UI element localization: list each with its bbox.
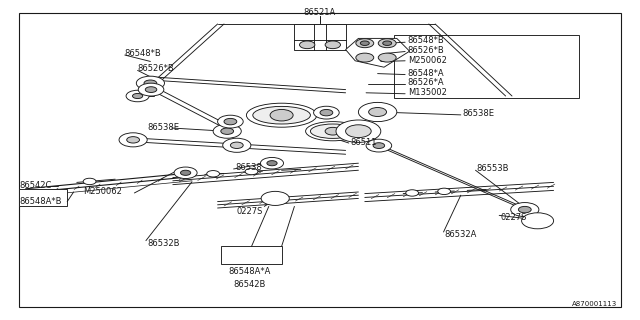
Circle shape [261, 191, 289, 205]
Text: M250062: M250062 [83, 188, 122, 196]
Circle shape [221, 128, 234, 134]
Bar [221, 246, 282, 264]
Text: M135002: M135002 [408, 88, 447, 97]
Circle shape [132, 93, 143, 99]
Circle shape [369, 108, 387, 116]
Circle shape [218, 115, 243, 128]
Circle shape [383, 41, 392, 45]
Circle shape [406, 190, 419, 196]
Text: M250062: M250062 [408, 56, 447, 65]
Circle shape [511, 203, 539, 217]
Ellipse shape [246, 103, 317, 127]
Text: 86526*B: 86526*B [408, 46, 444, 55]
Text: 86526*B: 86526*B [138, 64, 174, 73]
Circle shape [373, 143, 385, 148]
Circle shape [127, 137, 140, 143]
Text: 86553B: 86553B [477, 164, 509, 173]
Text: 86548*A: 86548*A [408, 69, 444, 78]
Circle shape [144, 80, 157, 86]
Text: 86538: 86538 [236, 163, 262, 172]
Circle shape [438, 188, 451, 195]
Ellipse shape [310, 124, 355, 138]
Bar [294, 24, 346, 50]
Text: 86532B: 86532B [147, 239, 180, 248]
Polygon shape [346, 38, 410, 67]
Text: 86521A: 86521A [304, 8, 336, 17]
Circle shape [356, 53, 374, 62]
Circle shape [325, 127, 340, 135]
Circle shape [180, 170, 191, 175]
Circle shape [260, 157, 284, 169]
Text: 86538E: 86538E [462, 109, 494, 118]
Circle shape [336, 120, 381, 142]
Circle shape [320, 109, 333, 116]
Text: 86548*B: 86548*B [408, 36, 444, 45]
Circle shape [358, 102, 397, 122]
Text: 86548A*B: 86548A*B [19, 197, 61, 206]
Circle shape [378, 39, 396, 48]
Circle shape [314, 106, 339, 119]
Circle shape [366, 139, 392, 152]
Circle shape [138, 83, 164, 96]
Text: 86532A: 86532A [445, 230, 477, 239]
Text: 86526*A: 86526*A [408, 78, 444, 87]
Bar [394, 35, 579, 98]
Bar [19, 189, 67, 206]
Circle shape [230, 142, 243, 148]
Circle shape [360, 41, 369, 45]
Text: 86538E: 86538E [147, 124, 179, 132]
Text: 86548*B: 86548*B [125, 49, 161, 58]
Text: A870001113: A870001113 [572, 300, 618, 307]
Circle shape [522, 213, 554, 229]
Circle shape [223, 138, 251, 152]
Circle shape [207, 171, 220, 177]
Circle shape [83, 178, 96, 185]
Circle shape [300, 41, 315, 49]
Circle shape [119, 133, 147, 147]
Circle shape [224, 118, 237, 125]
Circle shape [518, 206, 531, 213]
Circle shape [174, 167, 197, 179]
Text: 86548A*A: 86548A*A [228, 267, 271, 276]
Circle shape [356, 39, 374, 48]
Circle shape [145, 87, 157, 92]
Circle shape [325, 41, 340, 49]
Circle shape [126, 90, 149, 102]
Text: 86511: 86511 [351, 138, 377, 147]
Circle shape [270, 109, 293, 121]
Text: 86542B: 86542B [234, 280, 266, 289]
Text: 0227S: 0227S [500, 213, 527, 222]
Circle shape [136, 76, 164, 90]
Circle shape [267, 161, 277, 166]
Text: 0227S: 0227S [236, 207, 263, 216]
Circle shape [378, 53, 396, 62]
Ellipse shape [253, 106, 310, 124]
Circle shape [346, 125, 371, 138]
Ellipse shape [306, 122, 360, 141]
Circle shape [213, 124, 241, 138]
Circle shape [245, 168, 258, 175]
Text: 86542C: 86542C [19, 181, 52, 190]
